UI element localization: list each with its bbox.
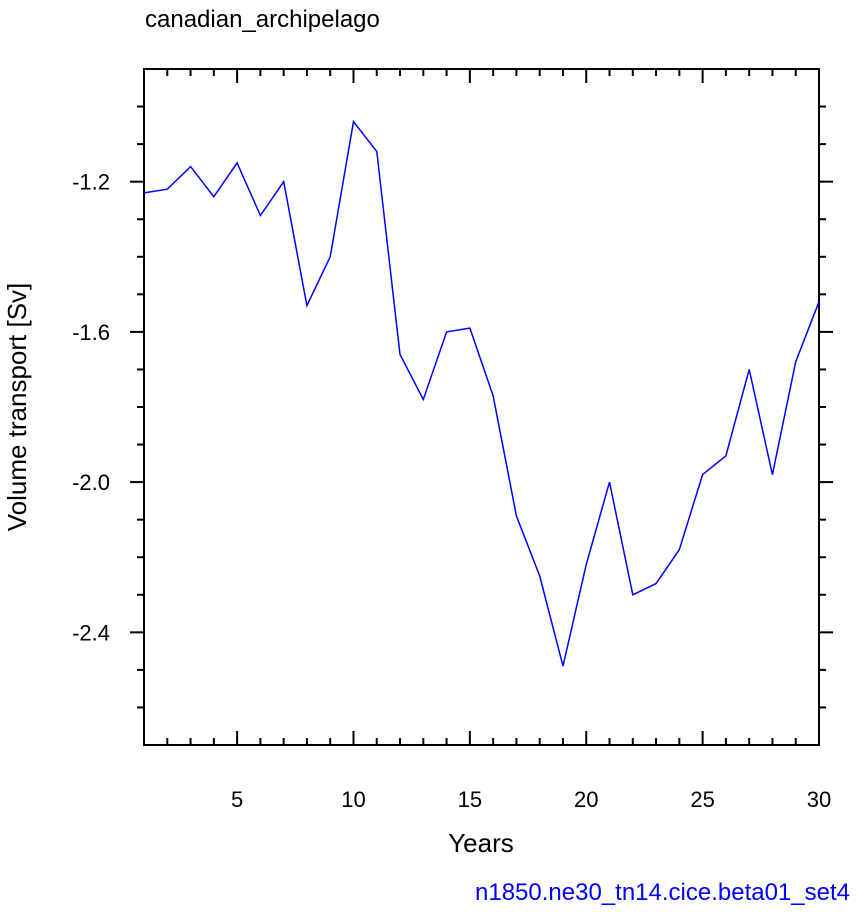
y-tick-label: -1.2 — [72, 170, 110, 195]
y-tick-labels: -1.2 -1.6 -2.0 -2.4 — [72, 170, 110, 646]
case-name-label: n1850.ne30_tn14.cice.beta01_set4 — [475, 879, 850, 906]
minor-ticks — [137, 69, 826, 745]
major-ticks — [130, 69, 833, 745]
x-tick-label: 5 — [231, 787, 243, 812]
y-tick-label: -2.4 — [72, 620, 110, 645]
series-line — [143, 119, 820, 667]
y-axis-label: Volume transport [Sv] — [2, 283, 32, 532]
x-tick-label: 30 — [807, 787, 831, 812]
plot-area — [130, 68, 833, 746]
x-tick-label: 15 — [458, 787, 482, 812]
y-tick-label: -1.6 — [72, 320, 110, 345]
x-tick-labels: 5 10 15 20 25 30 — [231, 787, 831, 812]
y-tick-label: -2.0 — [72, 470, 110, 495]
x-tick-label: 25 — [690, 787, 714, 812]
series-layer — [143, 119, 820, 667]
x-tick-label: 20 — [574, 787, 598, 812]
plot-frame — [143, 68, 820, 746]
x-tick-label: 10 — [341, 787, 365, 812]
chart-title: canadian_archipelago — [145, 6, 380, 33]
x-axis-label: Years — [448, 828, 514, 858]
